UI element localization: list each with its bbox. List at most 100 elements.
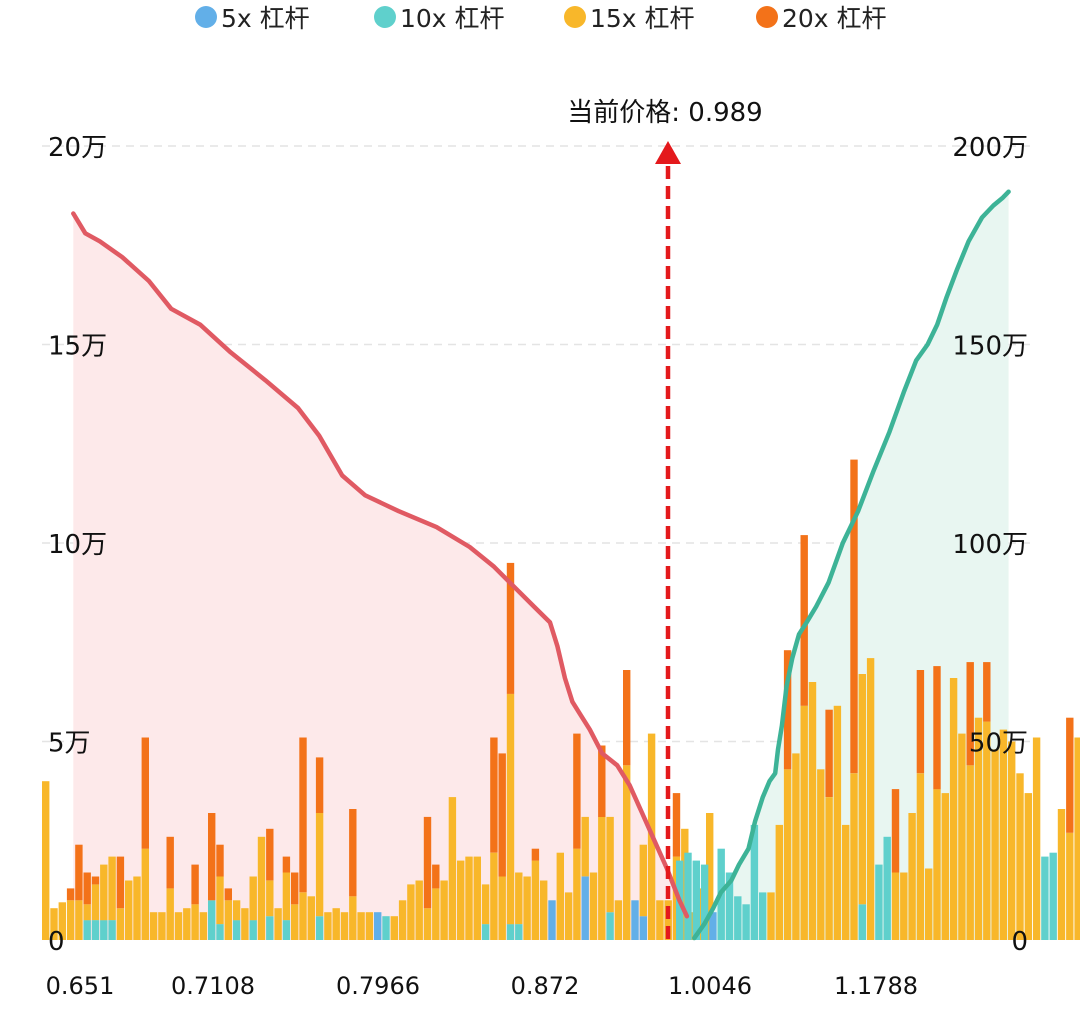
right-bar-15x杠杆: [850, 773, 858, 940]
left-bar-15x杠杆: [581, 816, 589, 877]
right-bar-15x杠杆: [825, 797, 833, 940]
right-bar-10x杠杆: [1049, 852, 1057, 940]
left-axis-tick: 15万: [48, 332, 107, 362]
left-bar-15x杠杆: [481, 884, 490, 925]
left-bar-5x杠杆: [548, 900, 556, 940]
x-axis-tick: 0.872: [511, 972, 580, 1000]
legend-item-5x[interactable]: 5x 杠杆: [195, 2, 310, 33]
left-bar-group: [307, 896, 315, 940]
left-bar-15x杠杆: [100, 864, 108, 921]
right-bar-10x杠杆: [700, 864, 709, 940]
right-bar-group: [958, 733, 966, 940]
left-bar-20x杠杆: [573, 733, 581, 849]
left-bar-20x杠杆: [208, 813, 216, 901]
left-axis-tick: 5万: [48, 729, 91, 759]
right-bar-20x杠杆: [800, 535, 808, 706]
right-bar-20x杠杆: [983, 662, 991, 722]
right-bar-group: [775, 824, 783, 940]
left-bar-15x杠杆: [440, 880, 448, 940]
right-bar-15x杠杆: [783, 769, 792, 940]
left-bar-group: [208, 813, 216, 940]
left-bar-10x杠杆: [249, 920, 257, 940]
left-bar-20x杠杆: [490, 737, 498, 853]
left-bar-group: [42, 781, 50, 940]
x-axis-tick: 0.7966: [336, 972, 420, 1000]
right-bar-group: [817, 769, 825, 940]
cumulative-lines: [71, 189, 1011, 941]
left-bar-20x杠杆: [672, 793, 681, 857]
left-bar-group: [183, 908, 191, 940]
left-bar-group: [232, 900, 241, 940]
left-bar-group: [133, 876, 141, 940]
right-bar-group: [783, 650, 792, 940]
right-bar-group: [883, 836, 891, 940]
legend-dot-15x-icon: [564, 6, 586, 28]
left-bar-15x杠杆: [315, 813, 324, 917]
right-bar-group: [858, 674, 866, 940]
right-bar-15x杠杆: [941, 793, 949, 940]
left-bar-15x杠杆: [365, 912, 374, 940]
right-bar-group: [808, 682, 817, 940]
legend-item-20x[interactable]: 20x 杠杆: [756, 2, 887, 33]
left-bar-group: [91, 876, 100, 940]
right-bar-group: [991, 749, 999, 940]
left-bar-20x杠杆: [531, 848, 540, 861]
right-bar-group: [850, 459, 858, 940]
left-bar-group: [540, 880, 548, 940]
left-bar-20x杠杆: [116, 856, 125, 909]
left-axis-tick: 0: [48, 927, 65, 957]
right-bar-15x杠杆: [858, 674, 866, 905]
left-bar-20x杠杆: [423, 816, 432, 909]
left-bar-group: [100, 864, 108, 940]
right-bar-15x杠杆: [983, 721, 991, 940]
left-bar-group: [332, 908, 340, 940]
right-bar-15x杠杆: [958, 733, 966, 940]
left-bar-group: [639, 844, 647, 940]
left-bar-group: [531, 848, 540, 940]
right-bar-15x杠杆: [925, 868, 933, 940]
left-bar-15x杠杆: [490, 852, 498, 940]
left-bar-15x杠杆: [108, 856, 116, 921]
left-bar-20x杠杆: [598, 745, 606, 817]
right-bar-15x杠杆: [999, 729, 1008, 940]
left-bar-15x杠杆: [531, 860, 540, 940]
left-axis-tick: 20万: [48, 133, 107, 163]
left-bar-20x杠杆: [498, 753, 506, 877]
left-bar-group: [349, 809, 357, 940]
left-bar-group: [589, 872, 598, 940]
left-bar-15x杠杆: [614, 900, 623, 940]
left-bar-15x杠杆: [398, 900, 407, 940]
left-bar-10x杠杆: [481, 924, 490, 940]
left-bar-group: [506, 562, 515, 940]
short-cumulative-line: [71, 211, 690, 919]
left-bar-15x杠杆: [324, 912, 332, 940]
right-bar-15x杠杆: [891, 872, 900, 940]
legend: 5x 杠杆 10x 杠杆 15x 杠杆 20x 杠杆: [0, 0, 1080, 34]
left-bar-group: [664, 900, 672, 940]
left-bar-15x杠杆: [83, 904, 91, 921]
right-bar-15x杠杆: [833, 705, 842, 940]
right-bar-group: [983, 662, 991, 940]
left-bar-20x杠杆: [432, 864, 440, 889]
left-bar-15x杠杆: [332, 908, 340, 940]
left-bar-group: [382, 916, 390, 940]
legend-item-10x[interactable]: 10x 杠杆: [374, 2, 505, 33]
left-bar-15x杠杆: [274, 908, 282, 940]
left-bar-group: [257, 836, 266, 940]
left-bar-group: [598, 745, 606, 940]
left-bar-15x杠杆: [307, 896, 315, 940]
right-bar-10x杠杆: [684, 852, 692, 940]
left-bar-group: [623, 670, 631, 940]
left-bar-group: [174, 912, 183, 940]
left-bar-15x杠杆: [166, 888, 174, 940]
legend-item-15x[interactable]: 15x 杠杆: [564, 2, 695, 33]
right-bar-group: [725, 872, 734, 940]
right-axis-tick: 50万: [969, 729, 1028, 759]
left-bar-15x杠杆: [656, 900, 664, 940]
right-bar-group: [933, 666, 941, 940]
left-bar-20x杠杆: [166, 836, 174, 889]
left-bar-15x杠杆: [141, 848, 149, 940]
left-bar-group: [398, 900, 407, 940]
left-bar-20x杠杆: [282, 856, 291, 873]
